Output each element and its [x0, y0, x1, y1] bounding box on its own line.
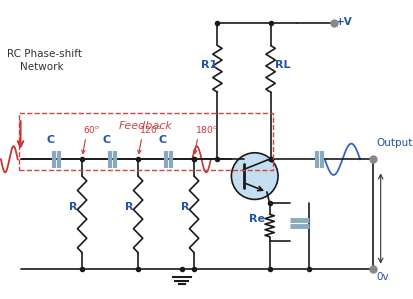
Text: C: C	[158, 135, 166, 144]
Text: RL: RL	[275, 60, 291, 70]
Text: R1: R1	[201, 60, 217, 70]
Text: R: R	[125, 202, 133, 212]
Text: +V: +V	[336, 17, 353, 27]
Text: Re: Re	[249, 214, 265, 224]
Text: 120$^o$: 120$^o$	[139, 124, 162, 135]
Text: Output: Output	[376, 138, 413, 147]
Text: C: C	[46, 135, 55, 144]
Text: RC Phase-shift
    Network: RC Phase-shift Network	[7, 49, 83, 72]
Circle shape	[231, 153, 278, 199]
Text: 180$^o$: 180$^o$	[195, 124, 218, 135]
Text: R: R	[69, 202, 78, 212]
Text: 0v: 0v	[376, 272, 389, 282]
Text: 60$^o$: 60$^o$	[83, 124, 100, 135]
Bar	[19, 113, 273, 170]
Text: C: C	[102, 135, 110, 144]
Text: R: R	[181, 202, 190, 212]
Text: Feedback: Feedback	[119, 121, 173, 131]
